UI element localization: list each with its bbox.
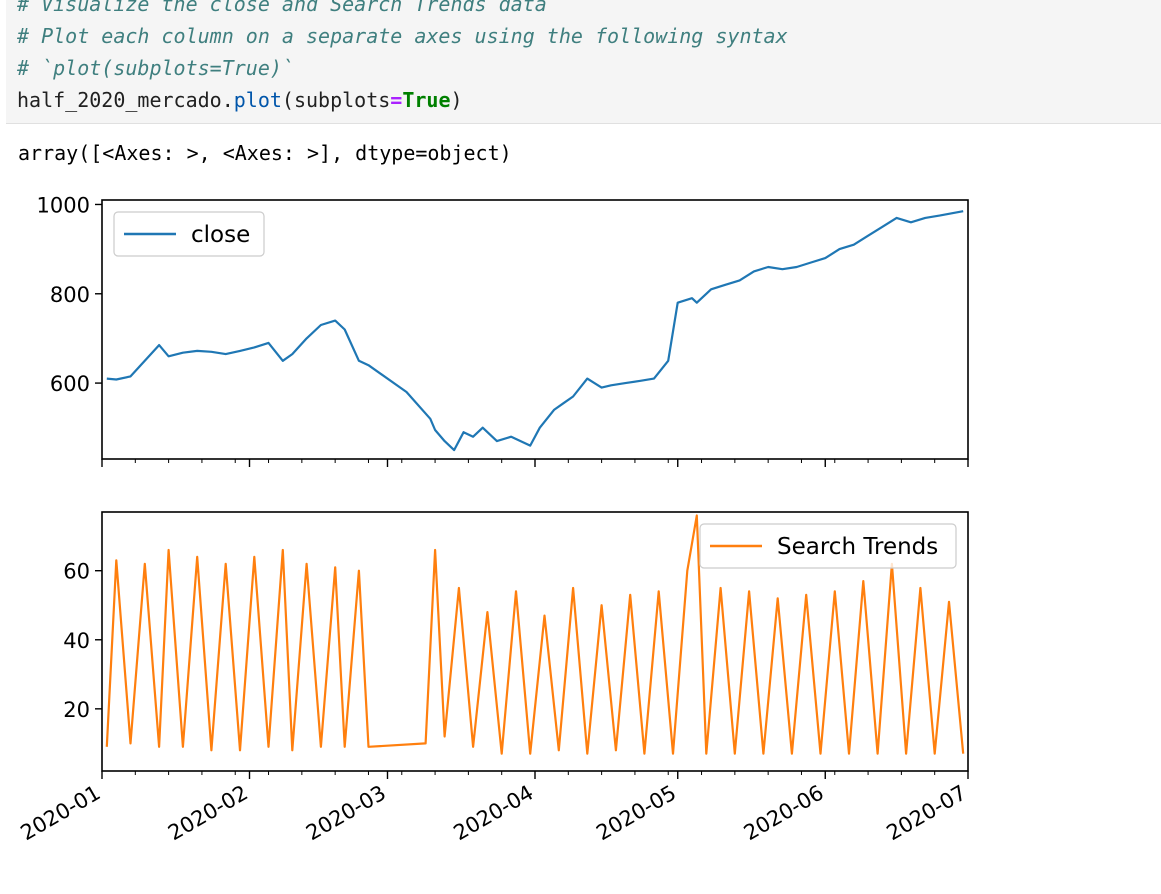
subplot-1: 600 800 1000 close (37, 193, 969, 467)
x-tick-label: 2020-01 (17, 781, 105, 846)
x-tick-label: 2020-03 (302, 781, 390, 846)
code-comment-line: # Visualize the close and Search Trends … (17, 0, 547, 16)
subplots-figure: 600 800 1000 close 20 40 60 2020-01 2020-02 2020-… (17, 193, 971, 846)
x-tick-label: 2020-07 (883, 781, 971, 846)
x-tick-label: 2020-02 (164, 781, 252, 846)
y-tick-label: 60 (63, 560, 90, 584)
series-line-close (106, 210, 964, 452)
legend: close (113, 211, 265, 257)
x-tick-label: 2020-04 (450, 781, 538, 846)
y-tick-label: 800 (50, 283, 90, 307)
legend-label: Search Trends (777, 534, 938, 560)
x-tick-label: 2020-05 (592, 781, 680, 846)
y-tick-label: 40 (63, 629, 90, 653)
code-argument: (subplots (281, 88, 391, 112)
code-comment-line: # Plot each column on a separate axes us… (17, 24, 788, 48)
code-method: plot (233, 88, 282, 112)
y-tick-label: 20 (63, 698, 90, 722)
legend-box (113, 211, 265, 257)
legend-box (699, 523, 957, 569)
output-repr: array([<Axes: >, <Axes: >], dtype=object… (18, 141, 512, 165)
subplot-2: 20 40 60 2020-01 2020-02 2020-03 2020-04 2020-0… (17, 511, 971, 846)
code-comment-line: # `plot(subplots=True)` (17, 56, 294, 80)
legend: Search Trends (699, 523, 957, 569)
y-tick-label: 1000 (37, 193, 90, 217)
code-cell[interactable]: # Visualize the close and Search Trends … (6, 0, 1161, 124)
code-dot: . (221, 88, 234, 112)
code-statement-line: half_2020_mercado.plot(subplots=True) (17, 84, 463, 116)
x-tick-label: 2020-06 (740, 781, 828, 846)
code-identifier: half_2020_mercado (17, 88, 222, 112)
legend-label: close (191, 222, 250, 248)
code-keyword: True (402, 88, 451, 112)
code-operator: = (390, 88, 403, 112)
series-line-search-trends (105, 514, 965, 755)
y-tick-label: 600 (50, 372, 90, 396)
code-close-paren: ) (450, 88, 463, 112)
